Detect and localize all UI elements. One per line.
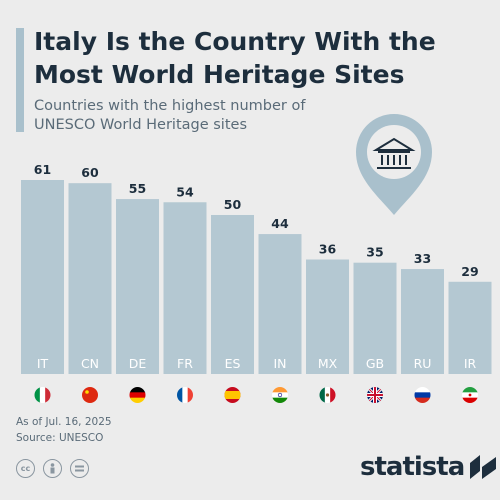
brand-name: statista (360, 452, 465, 482)
iran-flag-icon (462, 387, 478, 403)
category-label-cn: CN (81, 356, 99, 371)
category-label-gb: GB (366, 356, 384, 371)
license-icons: cc (16, 459, 89, 478)
category-label-de: DE (129, 356, 147, 371)
mexico-flag-icon (319, 387, 336, 403)
statista-logo[interactable]: statista (360, 452, 497, 482)
no-derivatives-icon[interactable] (70, 459, 89, 478)
chart-subtitle: Countries with the highest number of UNE… (34, 98, 306, 133)
bar-gb (353, 262, 397, 374)
value-label-it: 61 (34, 162, 51, 177)
attribution-icon[interactable] (43, 459, 62, 478)
title-accent-bar (16, 28, 24, 132)
bar-de (116, 199, 159, 374)
china-flag-icon (82, 387, 98, 403)
category-label-it: IT (37, 356, 49, 371)
category-label-in: IN (273, 356, 286, 371)
value-label-gb: 35 (366, 245, 383, 260)
value-label-ir: 29 (461, 264, 478, 279)
cc-icon[interactable]: cc (16, 459, 35, 478)
value-label-de: 55 (129, 181, 146, 196)
bar-ir (448, 281, 492, 374)
category-label-es: ES (225, 356, 241, 371)
as-of-note: As of Jul. 16, 2025 (16, 416, 112, 428)
statista-logo-icon (470, 455, 497, 479)
value-label-ru: 33 (414, 251, 431, 266)
bar-mx (306, 259, 349, 374)
germany-flag-icon (129, 387, 146, 403)
russia-flag-icon (414, 387, 431, 403)
museum-building-icon (356, 114, 432, 215)
india-flag-icon (272, 387, 288, 403)
france-flag-icon (177, 387, 193, 403)
bar-fr (163, 202, 207, 374)
bar-in (258, 234, 302, 374)
category-label-fr: FR (177, 356, 193, 371)
uk-flag-icon (367, 387, 383, 403)
chart-title: Italy Is the Country With the Most World… (34, 27, 436, 89)
source-note: Source: UNESCO (16, 432, 104, 444)
value-label-fr: 54 (176, 184, 194, 199)
value-label-in: 44 (271, 216, 289, 231)
bar-ru (401, 269, 444, 374)
category-label-ir: IR (464, 356, 477, 371)
bar-es (211, 214, 254, 374)
category-label-mx: MX (318, 356, 338, 371)
bar-cn (68, 183, 112, 374)
italy-flag-icon (34, 387, 51, 403)
category-label-ru: RU (414, 356, 432, 371)
value-label-mx: 36 (319, 242, 337, 257)
bar-it (21, 180, 64, 374)
spain-flag-icon (224, 387, 241, 403)
value-label-cn: 60 (81, 165, 99, 180)
value-label-es: 50 (224, 197, 242, 212)
